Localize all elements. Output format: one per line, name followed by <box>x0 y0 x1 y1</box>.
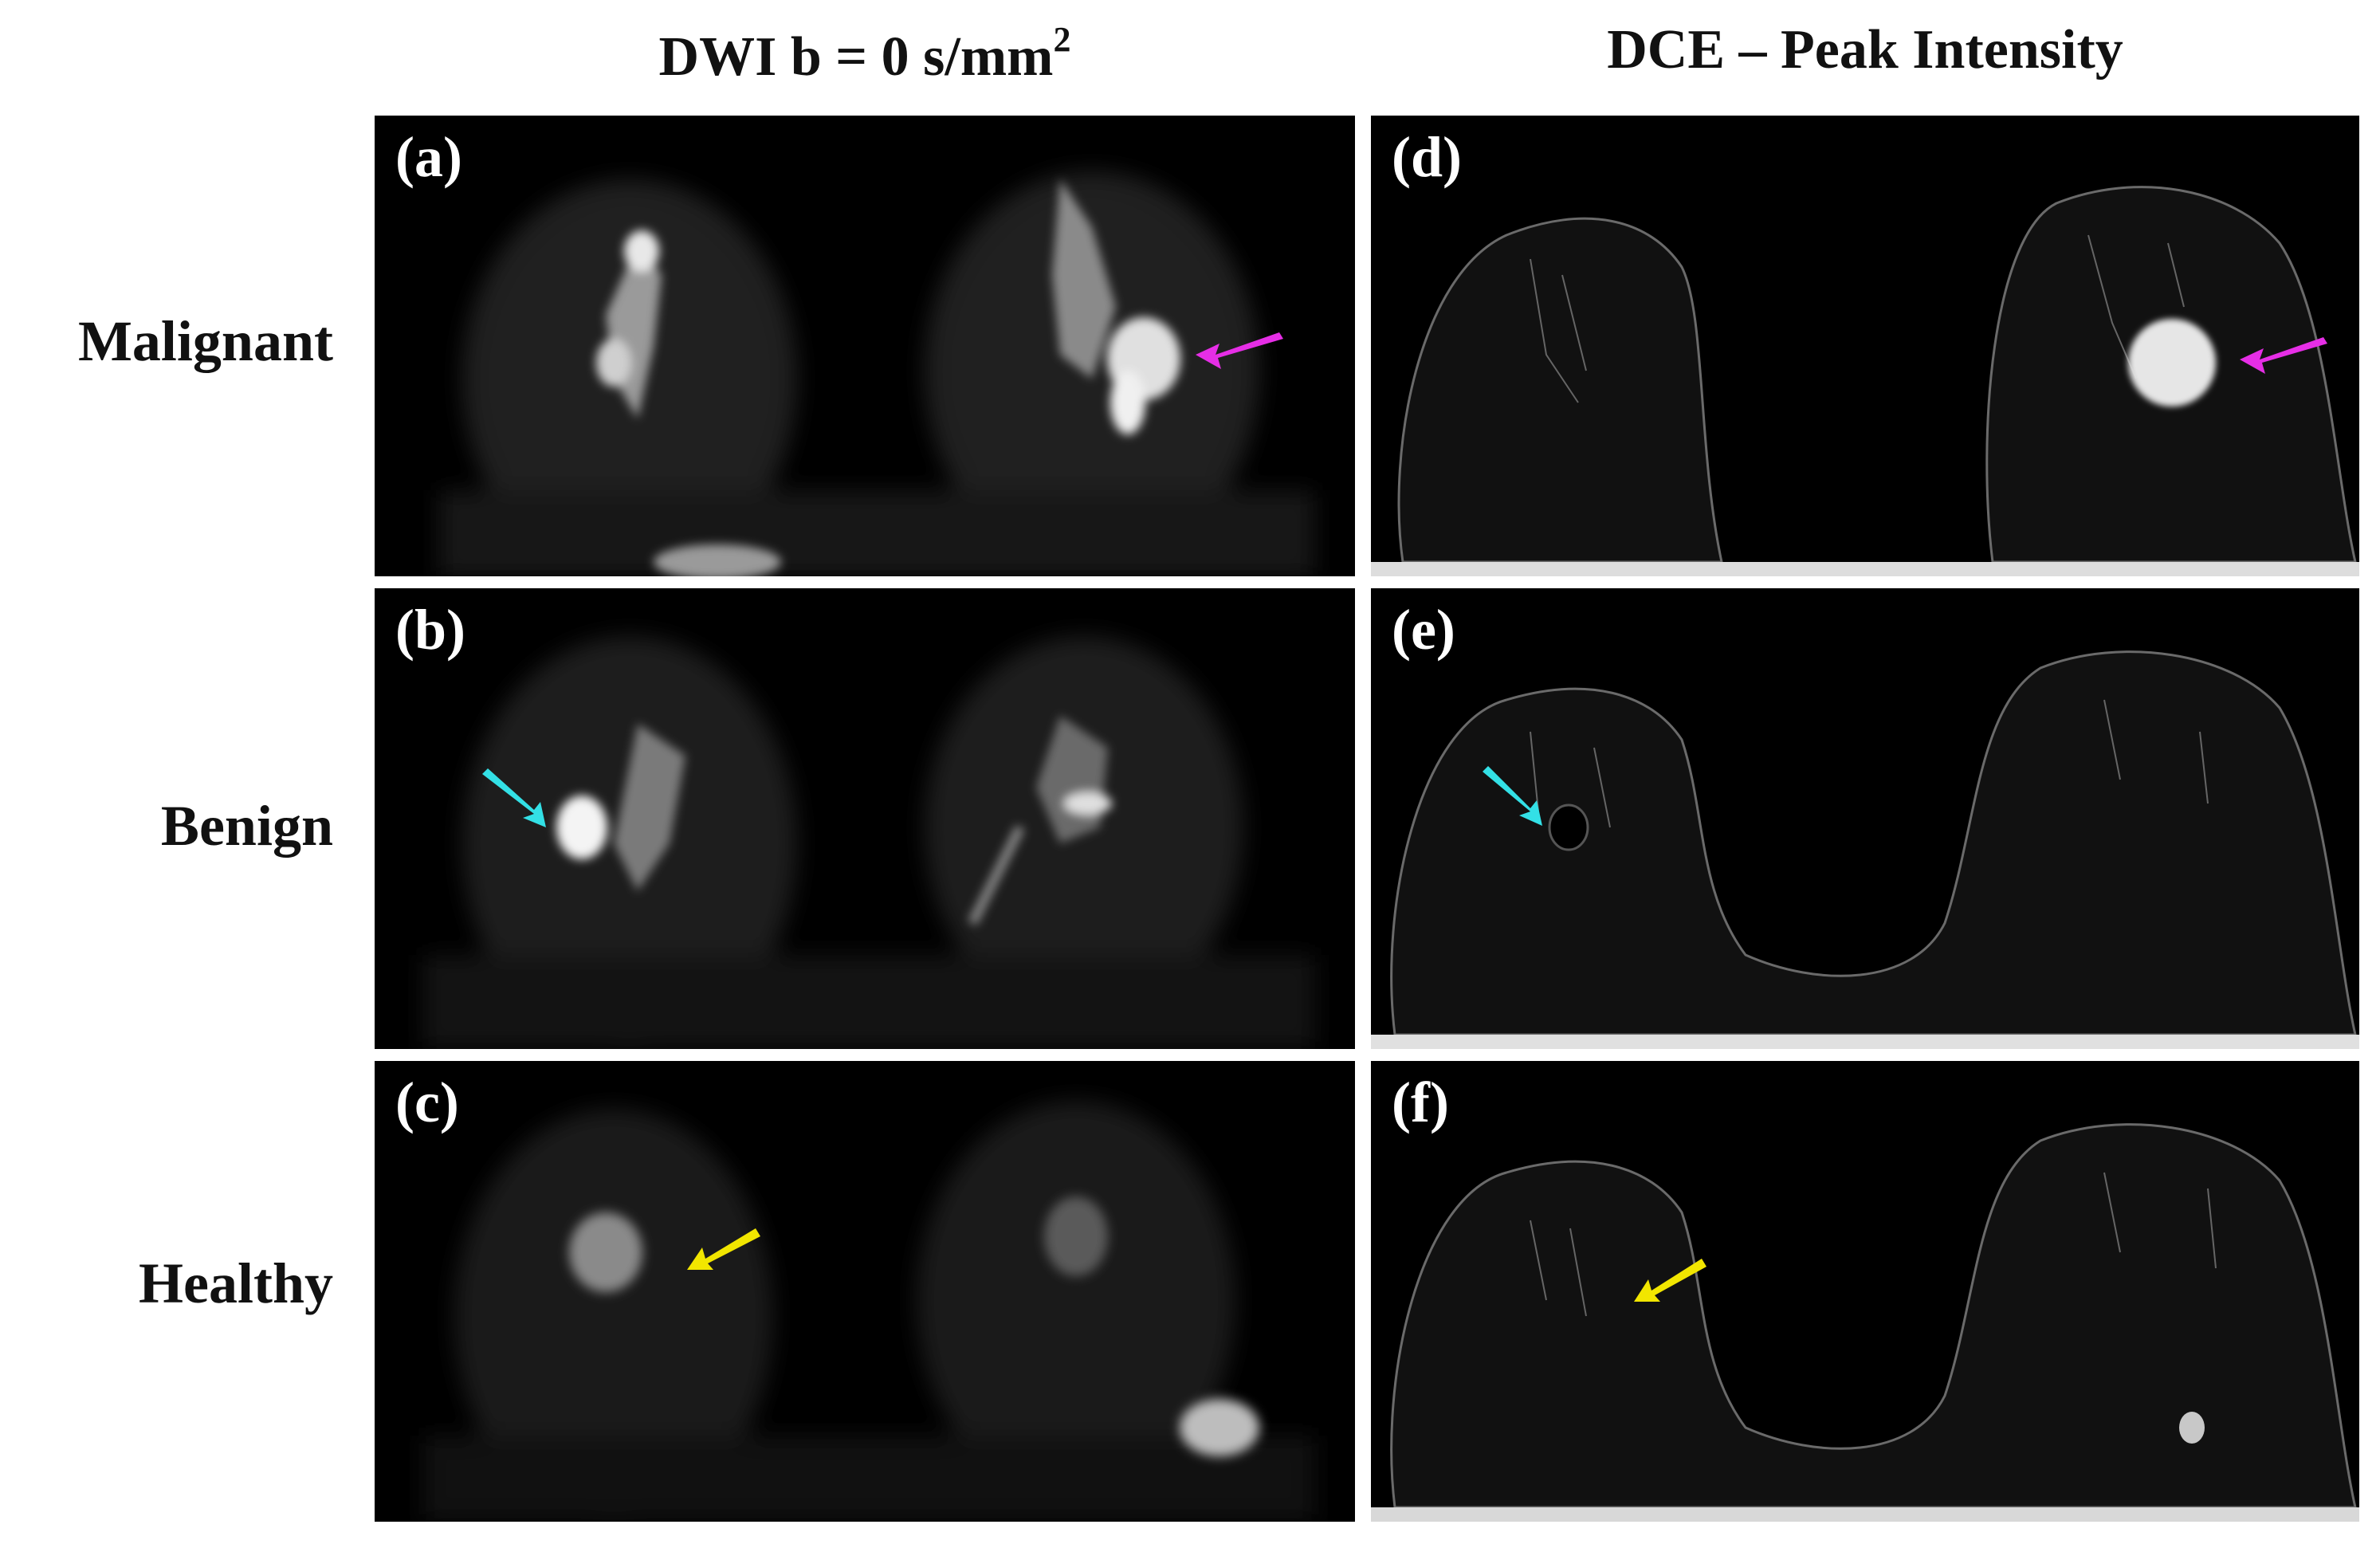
healthy-dwi-arrow-icon <box>687 1228 760 1270</box>
dwi-benign-image: (b) <box>375 588 1355 1049</box>
dwi-benign-scan <box>422 636 1315 1049</box>
dwi-column-title: DWI b = 0 s/mm2 <box>375 22 1355 85</box>
healthy-dce-arrow-icon <box>1634 1259 1706 1302</box>
dwi-title-text: DWI b = 0 s/mm <box>658 26 1054 88</box>
malignant-dce-arrow-icon <box>2240 337 2327 374</box>
panel-label-c: (c) <box>395 1071 459 1134</box>
dwi-malignant-scan <box>438 171 1315 576</box>
panel-label-b: (b) <box>395 598 465 662</box>
malignant-dwi-arrow-icon <box>1196 332 1283 369</box>
dwi-healthy-scan <box>422 1101 1315 1522</box>
dce-healthy-scan <box>1371 1123 2359 1522</box>
dce-benign-image: (e) <box>1371 588 2359 1049</box>
benign-dwi-arrow-icon <box>482 768 546 827</box>
dce-healthy-image: (f) <box>1371 1061 2359 1522</box>
dce-malignant-image: (d) <box>1371 116 2359 576</box>
panel-label-d: (d) <box>1392 125 1462 189</box>
dce-malignant-scan <box>1371 186 2359 576</box>
panel-label-e: (e) <box>1392 598 1455 662</box>
row-label-benign: Benign <box>160 794 333 858</box>
benign-dce-arrow-icon <box>1483 766 1542 826</box>
dce-column-title: DCE – Peak Intensity <box>1607 19 2123 81</box>
dce-benign-scan <box>1371 650 2359 1049</box>
dwi-healthy-image: (c) <box>375 1061 1355 1522</box>
panel-label-a: (a) <box>395 125 462 189</box>
panel-label-f: (f) <box>1392 1071 1449 1134</box>
dwi-malignant-image: (a) <box>375 116 1355 576</box>
row-label-malignant: Malignant <box>77 309 333 373</box>
row-label-healthy: Healthy <box>139 1251 333 1315</box>
dwi-title-superscript: 2 <box>1053 20 1071 59</box>
